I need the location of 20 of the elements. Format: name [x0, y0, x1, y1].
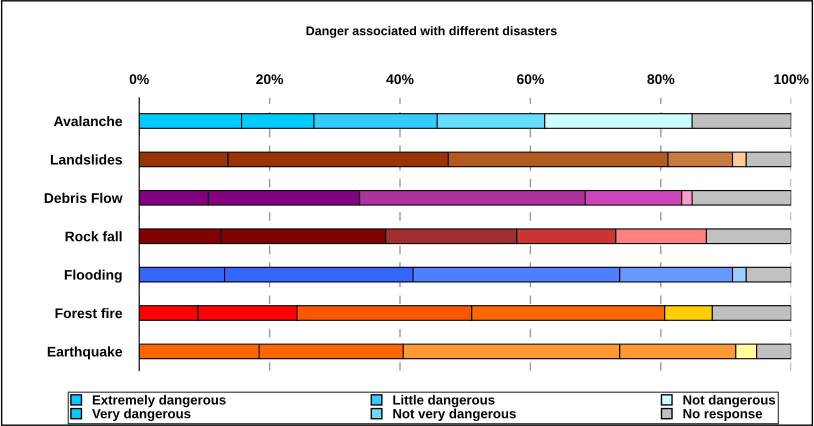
legend-label: Not dangerous	[683, 394, 776, 408]
x-tick-label: 100%	[774, 74, 809, 84]
x-tick-label: 0%	[130, 74, 149, 84]
x-tick-label: 60%	[517, 74, 544, 84]
legend-label: Very dangerous	[92, 408, 190, 422]
y-tick-label: Landslides	[50, 154, 122, 165]
y-tick-label: Forest fire	[56, 308, 122, 318]
legend-label: Extremely dangerous	[92, 394, 226, 408]
y-tick-label: Avalanche	[54, 116, 122, 126]
y-tick-label: Debris Flow	[44, 192, 123, 203]
y-tick-label: Rock fall	[66, 231, 122, 242]
legend-label: Not very dangerous	[393, 408, 516, 422]
x-tick-label: 40%	[386, 74, 414, 84]
y-tick-label: Flooding	[64, 270, 122, 283]
x-tick-label: 20%	[256, 74, 284, 84]
legend-label: No response	[683, 409, 762, 421]
chart-title: Danger associated with different disasters	[306, 26, 557, 38]
legend-label: Little dangerous	[393, 394, 495, 408]
y-tick-label: Earthquake	[48, 346, 122, 360]
x-tick-label: 80%	[647, 74, 674, 84]
